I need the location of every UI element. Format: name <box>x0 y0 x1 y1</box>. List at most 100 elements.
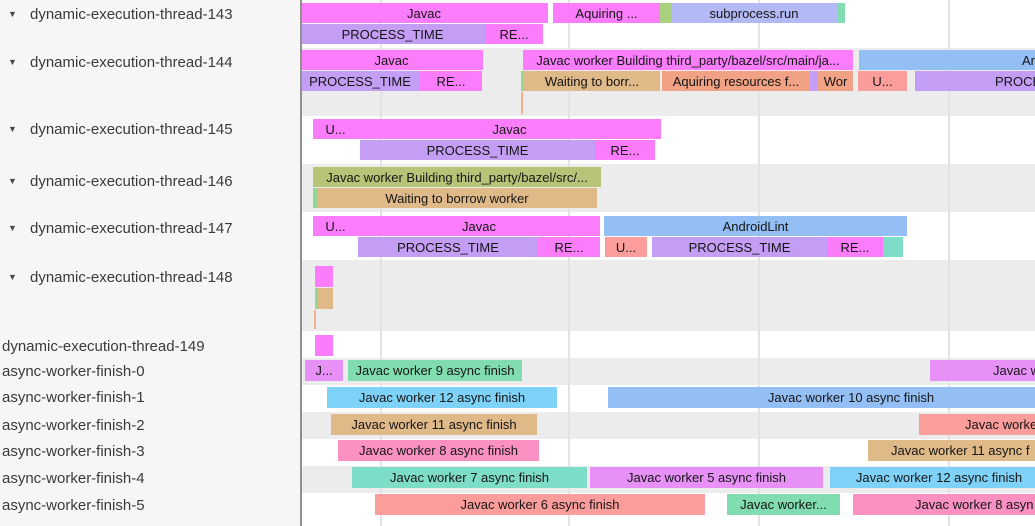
time-gridline <box>380 0 382 526</box>
collapse-arrow-icon[interactable]: ▼ <box>8 124 17 134</box>
trace-tick-thread-148[interactable] <box>314 310 316 329</box>
slice-label: Aquiring ... <box>575 5 638 21</box>
sidebar-track-label-async-worker-finish-5[interactable]: async-worker-finish-5 <box>0 494 302 516</box>
trace-slice-fragment-thread-148[interactable] <box>315 266 333 287</box>
trace-slice-fragment-thread-148[interactable] <box>318 288 333 309</box>
trace-slice-fragment-thread-144[interactable] <box>810 71 818 91</box>
sidebar-track-label-dynamic-execution-thread-149[interactable]: dynamic-execution-thread-149 <box>0 335 302 357</box>
trace-slice-thread-144[interactable]: PROCESS_TIME <box>300 71 420 91</box>
trace-slice-async-worker-finish-4[interactable]: Javac worker 12 async finish <box>830 467 1035 488</box>
sidebar-track-label-async-worker-finish-4[interactable]: async-worker-finish-4 <box>0 467 302 489</box>
trace-slice-async-worker-finish-3[interactable]: Javac worker 11 async f <box>868 440 1035 461</box>
trace-slice-thread-144[interactable]: AndroidLint <box>859 50 1035 70</box>
trace-slice-async-worker-finish-3[interactable]: Javac worker 8 async finish <box>338 440 539 461</box>
trace-slice-thread-145[interactable]: U... <box>313 119 358 139</box>
sidebar-track-label-dynamic-execution-thread-143[interactable]: ▼ dynamic-execution-thread-143 <box>0 3 300 25</box>
trace-slice-async-worker-finish-0[interactable]: Javac w <box>930 360 1035 381</box>
trace-slice-fragment-thread-148[interactable] <box>315 288 318 309</box>
trace-slice-thread-143[interactable]: PROCESS_TIME <box>300 24 485 44</box>
slice-label: PROCESS_TIME <box>426 142 529 158</box>
slice-label: Waiting to borr... <box>544 73 640 89</box>
slice-label: U... <box>325 218 346 234</box>
trace-slice-thread-147[interactable]: PROCESS_TIME <box>358 237 538 257</box>
slice-label: Javac worker 8 asyn <box>915 497 1034 512</box>
slice-label: U... <box>325 121 346 137</box>
trace-slice-thread-143[interactable]: RE... <box>485 24 543 44</box>
trace-slice-async-worker-finish-2[interactable]: Javac worke <box>919 414 1035 435</box>
slice-label: Javac <box>492 121 527 137</box>
trace-slice-thread-147[interactable]: RE... <box>538 237 600 257</box>
collapse-arrow-icon[interactable]: ▼ <box>8 223 17 233</box>
slice-label: Javac worker 6 async finish <box>460 497 620 512</box>
trace-slice-async-worker-finish-0[interactable]: J... <box>305 360 343 381</box>
sidebar-divider[interactable] <box>300 0 302 526</box>
trace-slice-fragment-thread-143[interactable] <box>660 3 671 23</box>
slice-label: AndroidLint <box>1022 52 1035 68</box>
slice-label: PROCESS_TIME <box>688 239 791 255</box>
trace-slice-thread-144[interactable]: U... <box>858 71 907 91</box>
collapse-arrow-icon[interactable]: ▼ <box>8 176 17 186</box>
track-name-text: async-worker-finish-0 <box>2 362 145 380</box>
trace-slice-thread-143[interactable]: Javac <box>300 3 548 23</box>
trace-slice-thread-143[interactable]: Aquiring ... <box>553 3 660 23</box>
trace-slice-thread-145[interactable]: PROCESS_TIME <box>360 140 595 160</box>
collapse-arrow-icon[interactable]: ▼ <box>8 9 17 19</box>
trace-slice-thread-147[interactable]: RE... <box>827 237 883 257</box>
trace-slice-fragment-thread-146[interactable] <box>313 188 317 208</box>
track-name-text: async-worker-finish-4 <box>2 469 145 487</box>
sidebar-track-label-dynamic-execution-thread-147[interactable]: ▼ dynamic-execution-thread-147 <box>0 217 300 239</box>
trace-slice-async-worker-finish-5[interactable]: Javac worker 6 async finish <box>375 494 705 515</box>
trace-slice-thread-147[interactable]: Javac <box>358 216 600 236</box>
trace-slice-fragment-thread-144[interactable] <box>521 71 524 91</box>
track-band <box>302 519 1035 526</box>
trace-slice-thread-144[interactable]: Javac <box>300 50 483 70</box>
trace-slice-fragment-thread-149[interactable] <box>315 335 333 356</box>
trace-slice-thread-147[interactable]: AndroidLint <box>604 216 907 236</box>
trace-slice-thread-147[interactable]: U... <box>313 216 358 236</box>
trace-slice-async-worker-finish-4[interactable]: Javac worker 5 async finish <box>590 467 823 488</box>
sidebar-track-label-dynamic-execution-thread-146[interactable]: ▼ dynamic-execution-thread-146 <box>0 170 300 192</box>
trace-slice-async-worker-finish-1[interactable]: Javac worker 10 async finish <box>608 387 1035 408</box>
trace-tick-thread-144[interactable] <box>521 92 523 114</box>
sidebar-track-label-dynamic-execution-thread-144[interactable]: ▼ dynamic-execution-thread-144 <box>0 51 300 73</box>
trace-slice-thread-143[interactable]: subprocess.run <box>671 3 837 23</box>
trace-slice-thread-147[interactable]: U... <box>605 237 647 257</box>
sidebar-track-label-async-worker-finish-2[interactable]: async-worker-finish-2 <box>0 414 302 436</box>
track-band <box>302 260 1035 331</box>
trace-slice-thread-147[interactable]: PROCESS_TIME <box>652 237 827 257</box>
trace-slice-thread-144[interactable]: PROCESS_TIME <box>915 71 1035 91</box>
trace-slice-async-worker-finish-0[interactable]: Javac worker 9 async finish <box>348 360 522 381</box>
slice-label: subprocess.run <box>709 5 799 21</box>
trace-slice-thread-146[interactable]: Javac worker Building third_party/bazel/… <box>313 167 601 187</box>
trace-slice-fragment-thread-143[interactable] <box>837 3 845 23</box>
sidebar-track-label-async-worker-finish-0[interactable]: async-worker-finish-0 <box>0 360 302 382</box>
slice-label: RE... <box>499 26 529 42</box>
trace-slice-fragment-thread-147[interactable] <box>883 237 903 257</box>
slice-label: PROCESS_TIME <box>995 73 1035 89</box>
trace-slice-async-worker-finish-1[interactable]: Javac worker 12 async finish <box>327 387 557 408</box>
trace-slice-async-worker-finish-5[interactable]: Javac worker 8 asyn <box>853 494 1035 515</box>
slice-label: Javac worker 12 async finish <box>358 390 526 405</box>
collapse-arrow-icon[interactable]: ▼ <box>8 272 17 282</box>
sidebar-track-label-async-worker-finish-1[interactable]: async-worker-finish-1 <box>0 386 302 408</box>
trace-slice-thread-146[interactable]: Waiting to borrow worker <box>317 188 597 208</box>
slice-label: Javac w <box>993 363 1035 378</box>
trace-slice-thread-144[interactable]: Wor <box>818 71 853 91</box>
trace-slice-async-worker-finish-2[interactable]: Javac worker 11 async finish <box>331 414 537 435</box>
trace-slice-thread-144[interactable]: RE... <box>420 71 482 91</box>
trace-slice-thread-144[interactable]: Javac worker Building third_party/bazel/… <box>523 50 853 70</box>
trace-slice-thread-145[interactable]: Javac <box>358 119 661 139</box>
collapse-arrow-icon[interactable]: ▼ <box>8 57 17 67</box>
sidebar-track-label-async-worker-finish-3[interactable]: async-worker-finish-3 <box>0 440 302 462</box>
slice-label: Javac worker 11 async f <box>891 443 1030 458</box>
trace-slice-async-worker-finish-5[interactable]: Javac worker... <box>727 494 840 515</box>
time-gridline <box>758 0 760 526</box>
trace-slice-thread-144[interactable]: Aquiring resources f... <box>662 71 810 91</box>
sidebar-track-label-dynamic-execution-thread-148[interactable]: ▼ dynamic-execution-thread-148 <box>0 266 300 288</box>
trace-slice-thread-144[interactable]: Waiting to borr... <box>524 71 660 91</box>
trace-slice-thread-145[interactable]: RE... <box>595 140 655 160</box>
slice-label: Javac worker 12 async finish <box>855 470 1023 485</box>
sidebar-track-label-dynamic-execution-thread-145[interactable]: ▼ dynamic-execution-thread-145 <box>0 118 300 140</box>
slice-label: Javac worke <box>965 417 1035 432</box>
trace-slice-async-worker-finish-4[interactable]: Javac worker 7 async finish <box>352 467 587 488</box>
